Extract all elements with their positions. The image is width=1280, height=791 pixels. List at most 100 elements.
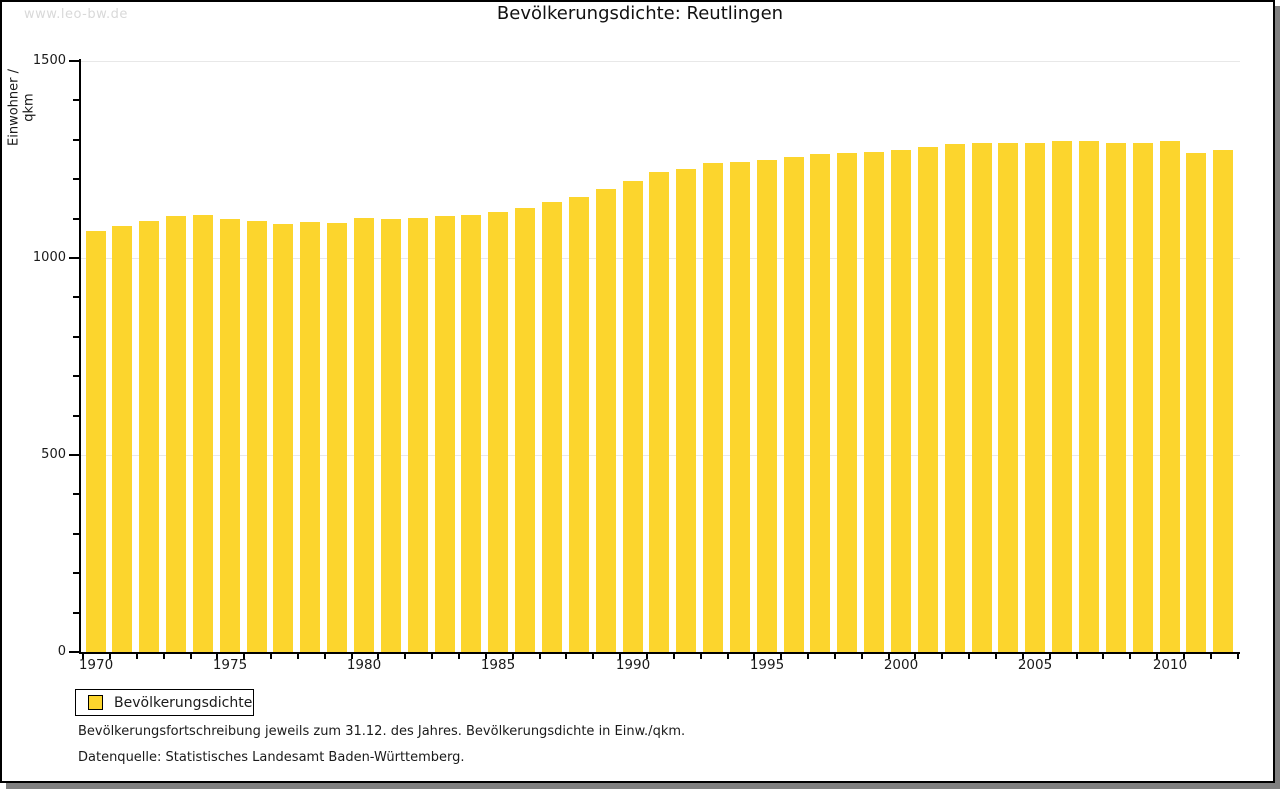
y-axis-line	[79, 59, 81, 654]
y-minor-tick-1400	[73, 99, 79, 101]
bar-2006[interactable]	[1052, 141, 1072, 652]
bar-1977[interactable]	[273, 224, 293, 652]
gridline-1500	[81, 61, 1240, 62]
bar-2010[interactable]	[1160, 141, 1180, 652]
bar-2003[interactable]	[972, 143, 992, 652]
bar-2001[interactable]	[918, 147, 938, 652]
bar-2000[interactable]	[891, 150, 911, 652]
bar-2008[interactable]	[1106, 143, 1126, 652]
y-minor-tick-300	[73, 533, 79, 535]
x-tick-label-1995: 1995	[749, 657, 785, 673]
y-minor-tick-700	[73, 375, 79, 377]
x-tick-label-2000: 2000	[883, 657, 919, 673]
y-minor-tick-900	[73, 296, 79, 298]
x-tick-37	[1076, 654, 1078, 659]
y-minor-tick-600	[73, 415, 79, 417]
y-tick-label-1000: 1000	[32, 250, 66, 265]
legend: Bevölkerungsdichte	[75, 689, 254, 716]
bar-1994[interactable]	[730, 162, 750, 652]
x-tick-label-1985: 1985	[480, 657, 516, 673]
bar-1995[interactable]	[757, 160, 777, 652]
bar-1985[interactable]	[488, 212, 508, 652]
bar-1989[interactable]	[596, 189, 616, 652]
bar-2007[interactable]	[1079, 141, 1099, 652]
page-title: Bevölkerungsdichte: Reutlingen	[496, 3, 784, 24]
bar-1976[interactable]	[247, 221, 267, 652]
bar-1987[interactable]	[542, 202, 562, 652]
y-major-tick-1500	[69, 60, 79, 62]
bar-2005[interactable]	[1025, 143, 1045, 652]
x-tick-40	[1156, 654, 1158, 659]
x-tick-1	[109, 654, 111, 659]
x-tick-16	[512, 654, 514, 659]
x-tick-label-1990: 1990	[615, 657, 651, 673]
x-tick-3	[163, 654, 165, 659]
x-tick-28	[834, 654, 836, 659]
x-tick-38	[1102, 654, 1104, 659]
x-tick-25	[753, 654, 755, 659]
bar-1982[interactable]	[408, 218, 428, 652]
x-tick-22	[673, 654, 675, 659]
x-tick-5	[216, 654, 218, 659]
x-tick-29	[861, 654, 863, 659]
y-minor-tick-400	[73, 493, 79, 495]
bar-1993[interactable]	[703, 163, 723, 652]
x-tick-32	[941, 654, 943, 659]
bar-2012[interactable]	[1213, 150, 1233, 652]
bar-1997[interactable]	[810, 154, 830, 652]
bar-1970[interactable]	[86, 231, 106, 652]
watermark: www.leo-bw.de	[24, 7, 128, 22]
x-tick-label-2010: 2010	[1152, 657, 1188, 673]
y-major-tick-500	[69, 454, 79, 456]
bar-1988[interactable]	[569, 197, 589, 652]
x-tick-33	[968, 654, 970, 659]
bar-1980[interactable]	[354, 218, 374, 652]
bar-1990[interactable]	[623, 181, 643, 652]
bar-1981[interactable]	[381, 219, 401, 652]
y-minor-tick-1100	[73, 218, 79, 220]
bar-1979[interactable]	[327, 223, 347, 652]
footnote-source: Datenquelle: Statistisches Landesamt Bad…	[78, 750, 465, 765]
x-tick-8	[297, 654, 299, 659]
x-tick-14	[458, 654, 460, 659]
bar-1999[interactable]	[864, 152, 884, 652]
y-minor-tick-200	[73, 572, 79, 574]
bar-1984[interactable]	[461, 215, 481, 652]
bar-2004[interactable]	[998, 143, 1018, 652]
y-minor-tick-1200	[73, 178, 79, 180]
bar-1983[interactable]	[435, 216, 455, 652]
x-tick-7	[270, 654, 272, 659]
x-tick-15	[485, 654, 487, 659]
bar-1974[interactable]	[193, 215, 213, 652]
x-tick-12	[404, 654, 406, 659]
bar-1971[interactable]	[112, 226, 132, 652]
x-tick-35	[1022, 654, 1024, 659]
bar-1996[interactable]	[784, 157, 804, 652]
y-minor-tick-100	[73, 612, 79, 614]
y-tick-label-1500: 1500	[32, 53, 66, 68]
x-tick-34	[995, 654, 997, 659]
bar-1978[interactable]	[300, 222, 320, 652]
x-tick-11	[377, 654, 379, 659]
bar-1973[interactable]	[166, 216, 186, 652]
bar-1972[interactable]	[139, 221, 159, 652]
bar-1991[interactable]	[649, 172, 669, 652]
bar-1975[interactable]	[220, 219, 240, 652]
bar-1998[interactable]	[837, 153, 857, 652]
bar-1992[interactable]	[676, 169, 696, 652]
x-tick-0	[82, 654, 84, 659]
bar-2002[interactable]	[945, 144, 965, 652]
x-tick-30	[888, 654, 890, 659]
x-tick-21	[646, 654, 648, 659]
bar-1986[interactable]	[515, 208, 535, 652]
x-tick-4	[190, 654, 192, 659]
y-tick-label-500: 500	[41, 447, 66, 462]
legend-label: Bevölkerungsdichte	[114, 694, 253, 711]
x-tick-31	[914, 654, 916, 659]
bar-2011[interactable]	[1186, 153, 1206, 652]
legend-swatch-icon	[88, 695, 103, 710]
bar-2009[interactable]	[1133, 143, 1153, 652]
x-tick-9	[324, 654, 326, 659]
